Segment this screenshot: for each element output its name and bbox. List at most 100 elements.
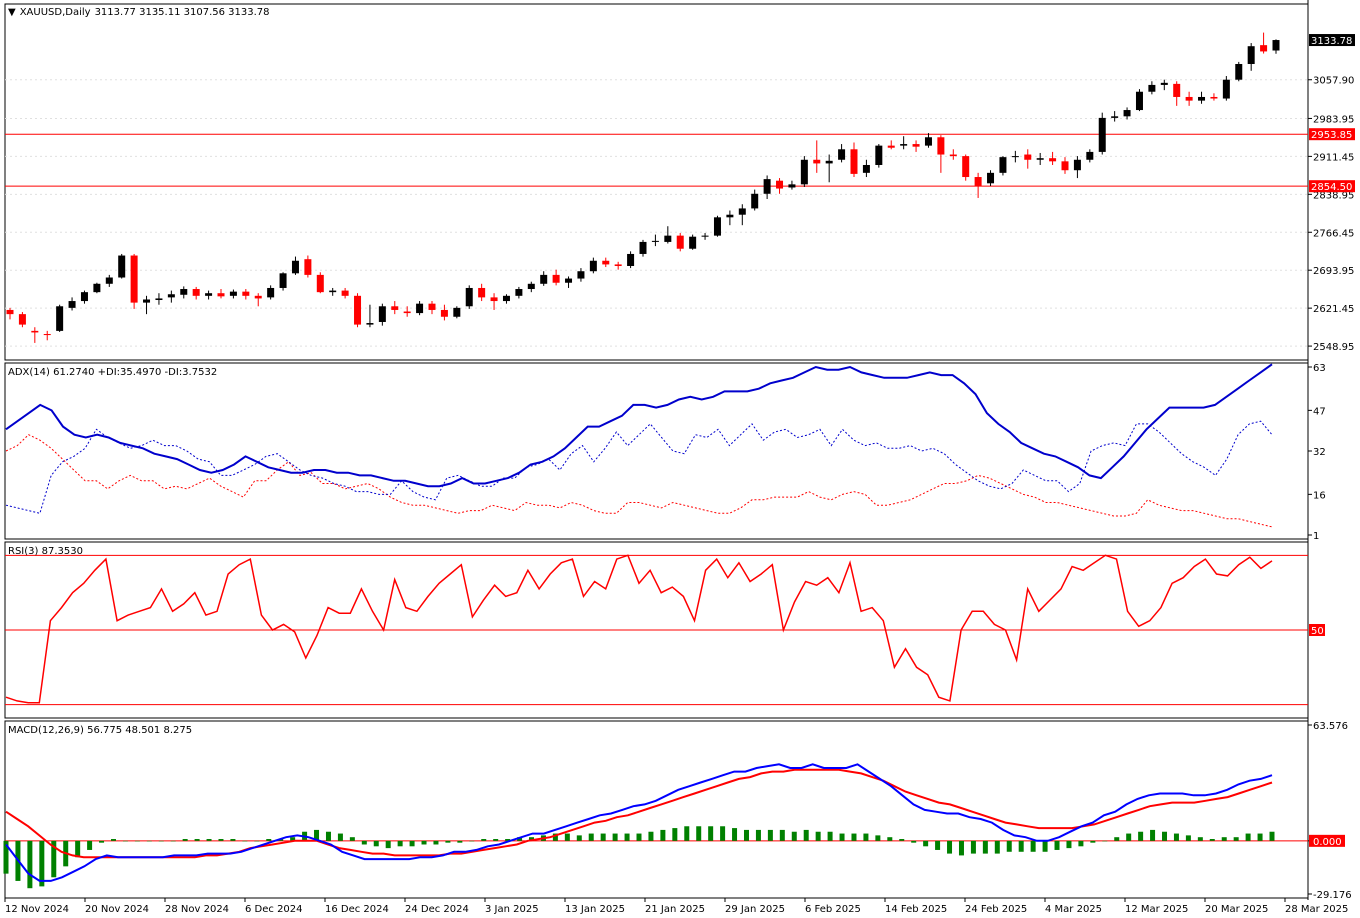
macd-histogram-bar — [923, 840, 929, 847]
candle — [1222, 76, 1230, 101]
time-axis: 12 Nov 2024 20 Nov 2024 28 Nov 2024 6 Dec 2… — [4, 898, 1348, 915]
candle — [1148, 81, 1156, 95]
candle — [1073, 156, 1081, 179]
candle-body — [68, 301, 76, 308]
macd-main-line — [5, 763, 1273, 882]
candle — [1260, 32, 1268, 54]
level-price-label-0: 2953.85 — [1311, 130, 1352, 141]
candle — [291, 256, 299, 275]
candle-body — [304, 259, 312, 275]
candle-body — [453, 307, 461, 317]
macd-histogram-bar — [110, 839, 116, 841]
candle — [962, 154, 970, 181]
macd-histogram-bar — [254, 840, 260, 842]
candle — [838, 144, 846, 163]
macd-histogram-bar — [887, 837, 893, 841]
macd-histogram-bar — [1221, 837, 1227, 841]
candle — [304, 255, 312, 278]
macd-histogram-bar — [815, 831, 821, 841]
candle-body — [987, 172, 995, 184]
adx-tick-label-4: 1 — [1313, 531, 1319, 542]
candle-body — [341, 290, 349, 296]
candle — [937, 135, 945, 173]
price-tick-label-6: 2621.45 — [1313, 304, 1354, 315]
candle-body — [1198, 96, 1206, 101]
candle-body — [1272, 40, 1280, 51]
macd-histogram-bar — [218, 839, 224, 841]
candle-body — [875, 145, 883, 165]
minus-di-line — [5, 434, 1273, 528]
candle — [1210, 93, 1218, 101]
candle — [143, 295, 151, 315]
adx-indicator — [5, 363, 1273, 528]
candle-body — [440, 309, 448, 317]
candle-body — [713, 217, 721, 236]
candle-body — [1073, 159, 1081, 171]
candle-body — [1260, 45, 1268, 52]
candle-body — [565, 278, 573, 283]
macd-tick-label-2: -29.176 — [1313, 890, 1352, 901]
candle — [664, 226, 672, 244]
candle — [639, 239, 647, 257]
candle-body — [1247, 46, 1255, 64]
candle — [93, 282, 101, 294]
macd-histogram-bar — [1209, 839, 1215, 841]
macd-histogram-bar — [612, 833, 618, 841]
price-tick-label-4: 2766.45 — [1313, 228, 1354, 239]
candle-body — [664, 235, 672, 242]
macd-histogram-bar — [493, 839, 499, 841]
candle-body — [676, 235, 684, 249]
macd-histogram-bar — [39, 840, 45, 887]
collapse-triangle-icon[interactable]: ▼ — [8, 7, 16, 18]
candle-body — [217, 293, 225, 297]
macd-histogram-bar — [958, 840, 964, 856]
macd-tick-label-0: 63.576 — [1313, 721, 1348, 732]
time-label-6: 3 Jan 2025 — [485, 904, 539, 915]
candle-body — [738, 208, 746, 215]
candle — [627, 251, 635, 269]
macd-tick-label-1: 0.000 — [1313, 837, 1342, 848]
candle-body — [478, 287, 486, 298]
candle — [453, 306, 461, 319]
macd-histogram-bar — [732, 828, 738, 841]
candle — [540, 271, 548, 286]
adx-line — [5, 363, 1273, 488]
candle — [974, 172, 982, 198]
macd-histogram-bar — [743, 829, 749, 841]
rsi-tick-label-0: 50 — [1311, 626, 1324, 637]
macd-histogram-bar — [75, 840, 81, 858]
macd-histogram-bar — [457, 840, 463, 843]
macd-histogram-bar — [600, 833, 606, 841]
candle-body — [1222, 79, 1230, 99]
candle-body — [639, 241, 647, 254]
macd-histogram-bar — [827, 831, 833, 841]
candle — [80, 290, 88, 304]
candle-body — [1098, 117, 1106, 152]
candle — [31, 327, 39, 343]
candle — [1247, 43, 1255, 71]
candle — [1173, 81, 1181, 106]
candle-body — [900, 144, 908, 146]
macd-histogram-bar — [863, 833, 869, 841]
price-tick-label-5: 2693.95 — [1313, 266, 1354, 277]
candle-body — [924, 137, 932, 146]
candle-body — [316, 274, 324, 293]
macd-histogram-bar — [314, 829, 320, 841]
candle-body — [93, 283, 101, 293]
candle-body — [80, 292, 88, 302]
candle — [1160, 79, 1168, 91]
macd-histogram-bar — [1185, 835, 1191, 841]
candle-body — [1235, 63, 1243, 80]
time-label-1: 20 Nov 2024 — [85, 904, 149, 915]
candle-body — [43, 334, 51, 336]
candle — [701, 233, 709, 240]
candle — [987, 170, 995, 186]
candle — [875, 144, 883, 168]
pane-frame-0 — [4, 3, 1309, 361]
macd-histogram-bar — [947, 840, 953, 854]
macd-histogram-bar — [1197, 837, 1203, 841]
candle — [1061, 157, 1069, 174]
macd-histogram-bar — [1018, 840, 1024, 852]
macd-histogram-bar — [576, 835, 582, 841]
